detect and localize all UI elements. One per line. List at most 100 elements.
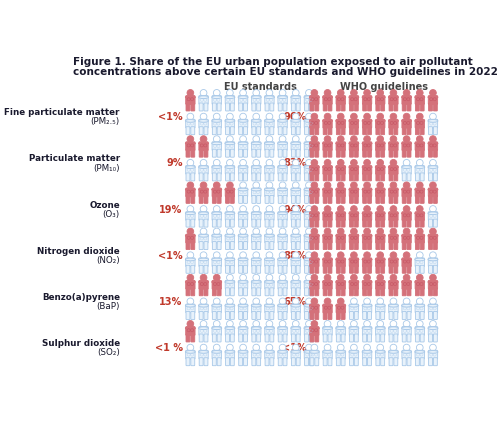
FancyBboxPatch shape [310,219,314,227]
FancyBboxPatch shape [434,127,438,135]
Ellipse shape [212,234,222,237]
FancyBboxPatch shape [212,212,222,220]
Ellipse shape [349,304,359,307]
Circle shape [292,274,299,281]
FancyBboxPatch shape [278,350,287,359]
FancyBboxPatch shape [252,327,261,336]
FancyBboxPatch shape [376,234,385,243]
FancyBboxPatch shape [264,350,274,359]
FancyBboxPatch shape [420,334,424,342]
FancyBboxPatch shape [350,173,354,181]
FancyBboxPatch shape [407,242,411,250]
FancyBboxPatch shape [225,350,234,359]
FancyBboxPatch shape [296,288,300,296]
Circle shape [226,321,234,327]
FancyBboxPatch shape [244,173,248,181]
Ellipse shape [362,234,372,237]
FancyBboxPatch shape [368,358,372,366]
FancyBboxPatch shape [402,149,406,157]
FancyBboxPatch shape [368,103,372,111]
Ellipse shape [388,212,398,215]
Circle shape [416,182,423,189]
FancyBboxPatch shape [296,334,300,342]
Ellipse shape [362,166,372,168]
Ellipse shape [238,188,248,191]
Circle shape [338,321,344,327]
FancyBboxPatch shape [199,127,203,135]
FancyBboxPatch shape [368,311,372,319]
Circle shape [279,298,286,305]
FancyBboxPatch shape [212,127,216,135]
FancyBboxPatch shape [278,142,287,151]
FancyBboxPatch shape [362,219,366,227]
FancyBboxPatch shape [278,127,282,135]
Circle shape [279,89,286,96]
Circle shape [266,228,273,235]
Circle shape [390,159,397,166]
FancyBboxPatch shape [199,173,203,181]
FancyBboxPatch shape [376,280,385,289]
Ellipse shape [428,350,438,353]
FancyBboxPatch shape [252,334,256,342]
FancyBboxPatch shape [376,95,385,104]
Ellipse shape [428,304,438,307]
FancyBboxPatch shape [199,142,208,151]
Ellipse shape [278,350,287,353]
Ellipse shape [251,281,262,283]
Ellipse shape [428,120,438,122]
Circle shape [390,274,397,281]
FancyBboxPatch shape [310,311,314,319]
FancyBboxPatch shape [376,119,385,128]
FancyBboxPatch shape [217,311,221,319]
FancyBboxPatch shape [212,280,222,289]
FancyBboxPatch shape [199,149,203,157]
FancyBboxPatch shape [278,242,282,250]
Circle shape [403,113,410,120]
FancyBboxPatch shape [341,173,345,181]
Circle shape [240,252,246,258]
FancyBboxPatch shape [264,212,274,220]
FancyBboxPatch shape [328,219,332,227]
Ellipse shape [336,142,346,145]
FancyBboxPatch shape [278,149,282,157]
FancyBboxPatch shape [362,188,372,197]
Circle shape [292,136,299,142]
FancyBboxPatch shape [225,304,234,313]
FancyBboxPatch shape [186,166,195,174]
Circle shape [187,344,194,351]
FancyBboxPatch shape [304,334,308,342]
FancyBboxPatch shape [323,166,332,174]
Ellipse shape [428,212,438,215]
FancyBboxPatch shape [252,195,256,203]
FancyBboxPatch shape [310,188,319,197]
FancyBboxPatch shape [362,304,372,313]
Ellipse shape [186,327,196,329]
FancyBboxPatch shape [394,149,398,157]
FancyBboxPatch shape [428,334,432,342]
FancyBboxPatch shape [230,242,234,250]
FancyBboxPatch shape [310,166,319,174]
Ellipse shape [278,234,287,237]
FancyBboxPatch shape [291,212,300,220]
Circle shape [390,228,397,235]
Ellipse shape [310,212,320,215]
Ellipse shape [362,327,372,329]
Circle shape [279,321,286,327]
Circle shape [364,89,370,96]
FancyBboxPatch shape [291,258,300,267]
Ellipse shape [198,234,208,237]
FancyBboxPatch shape [428,358,432,366]
FancyBboxPatch shape [217,103,221,111]
Circle shape [187,182,194,189]
FancyBboxPatch shape [304,265,308,273]
Text: (BaP): (BaP) [96,302,120,311]
FancyBboxPatch shape [238,219,242,227]
FancyBboxPatch shape [238,265,242,273]
FancyBboxPatch shape [270,288,274,296]
Circle shape [311,89,318,96]
FancyBboxPatch shape [310,149,314,157]
Ellipse shape [362,281,372,283]
Circle shape [338,274,344,281]
FancyBboxPatch shape [270,265,274,273]
Ellipse shape [402,120,411,122]
